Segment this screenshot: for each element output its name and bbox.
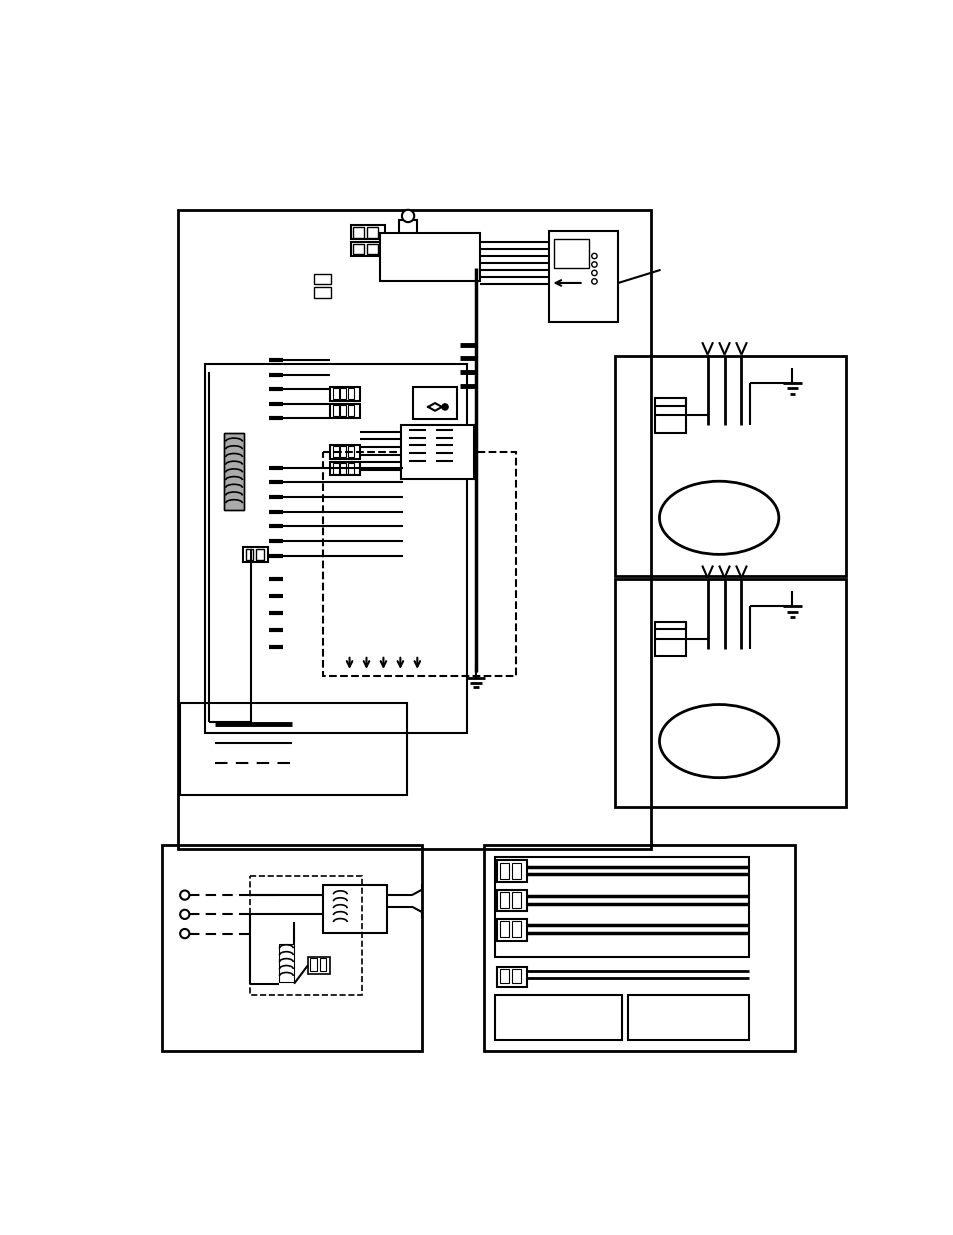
Bar [655, 621, 685, 656]
Ellipse shape [659, 704, 778, 778]
Bar [177, 210, 651, 848]
Ellipse shape [659, 482, 778, 555]
Bar [205, 364, 466, 734]
Bar [548, 231, 618, 322]
Bar [499, 863, 508, 879]
Bar [483, 845, 795, 1051]
Bar [413, 387, 456, 419]
Bar [615, 356, 845, 576]
Bar [379, 233, 479, 280]
Circle shape [180, 929, 190, 939]
Bar [323, 885, 386, 932]
Bar [330, 404, 359, 417]
Bar [497, 889, 526, 911]
Bar [340, 463, 346, 474]
Bar [333, 405, 338, 416]
Bar [655, 399, 685, 433]
Bar [499, 969, 508, 983]
Bar [224, 433, 244, 510]
Bar [180, 703, 407, 795]
Circle shape [441, 404, 448, 410]
Bar [353, 227, 364, 237]
Bar [340, 405, 346, 416]
Bar [245, 548, 253, 561]
Bar [330, 462, 359, 475]
Bar [512, 969, 520, 983]
Bar [495, 857, 748, 957]
Circle shape [180, 910, 190, 919]
Circle shape [591, 270, 597, 275]
Bar [351, 242, 385, 256]
Bar [400, 425, 474, 479]
Circle shape [591, 253, 597, 258]
Bar [348, 405, 354, 416]
Bar [497, 967, 526, 987]
Bar [340, 389, 346, 399]
Bar [499, 892, 508, 908]
Bar [351, 225, 385, 240]
Bar [314, 274, 331, 284]
Bar [224, 433, 244, 510]
Bar [367, 243, 377, 254]
Bar [615, 579, 845, 806]
Bar [367, 227, 377, 237]
Bar [314, 287, 331, 298]
Bar [330, 387, 359, 401]
Circle shape [401, 210, 414, 222]
Circle shape [591, 279, 597, 284]
Bar [333, 389, 338, 399]
Bar [348, 389, 354, 399]
Circle shape [180, 890, 190, 900]
Bar [495, 995, 621, 1040]
Bar [499, 921, 508, 937]
Bar [330, 445, 359, 458]
Bar [628, 995, 748, 1040]
Bar [250, 876, 361, 995]
Bar [323, 452, 516, 676]
Circle shape [591, 262, 597, 267]
Bar [348, 463, 354, 474]
Bar [497, 861, 526, 882]
Bar [398, 220, 416, 247]
Bar [333, 463, 338, 474]
Bar [319, 958, 326, 972]
Bar [333, 446, 338, 457]
Bar [310, 958, 317, 972]
Bar [348, 446, 354, 457]
Bar [340, 446, 346, 457]
Bar [256, 548, 264, 561]
Bar [278, 944, 294, 982]
Bar [497, 919, 526, 941]
Bar [243, 547, 268, 562]
Bar [161, 845, 421, 1051]
Bar [554, 240, 588, 268]
Bar [512, 892, 520, 908]
Bar [308, 957, 329, 973]
Bar [353, 243, 364, 254]
Bar [512, 921, 520, 937]
Bar [512, 863, 520, 879]
